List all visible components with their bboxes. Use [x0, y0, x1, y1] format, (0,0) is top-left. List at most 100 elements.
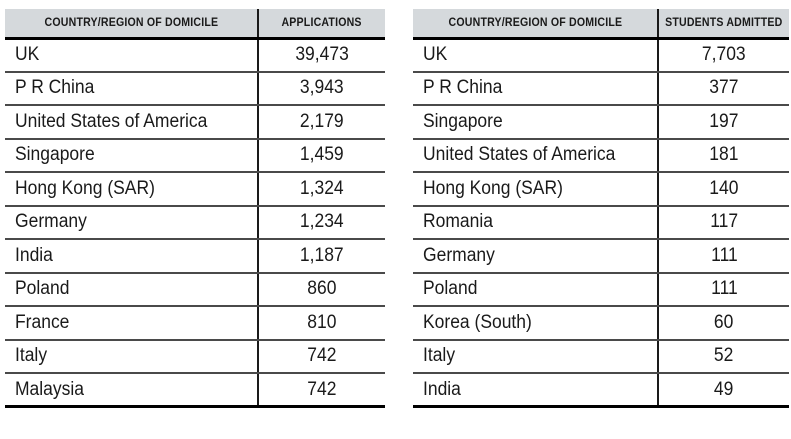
country-cell: Singapore	[5, 138, 258, 173]
country-label: Germany	[423, 244, 495, 266]
table-row: Poland 111	[413, 272, 789, 307]
country-cell: Poland	[413, 272, 658, 307]
country-label: P R China	[423, 77, 503, 99]
value-cell: 181	[657, 138, 789, 173]
table-row: United States of America 181	[413, 138, 789, 173]
table-row: Singapore 197	[413, 105, 789, 140]
value-cell: 197	[657, 105, 789, 140]
value-cell: 2,179	[257, 105, 385, 140]
country-label: India	[15, 244, 53, 266]
table-row: Malaysia 742	[5, 373, 385, 408]
table-row: India 1,187	[5, 239, 385, 274]
table-row: United States of America 2,179	[5, 105, 385, 140]
country-cell: Poland	[5, 272, 258, 307]
table-row: Hong Kong (SAR) 140	[413, 172, 789, 207]
table-row: Germany 1,234	[5, 205, 385, 240]
table-row: Germany 111	[413, 239, 789, 274]
country-cell: France	[5, 306, 258, 341]
value-label: 39,473	[295, 44, 349, 65]
country-cell: India	[413, 373, 658, 408]
country-label: Poland	[423, 278, 478, 300]
value-cell: 1,324	[257, 172, 385, 207]
value-cell: 117	[657, 205, 789, 240]
value-label: 377	[709, 77, 739, 99]
value-label: 7,703	[702, 44, 746, 65]
value-cell: 39,473	[257, 38, 385, 73]
column-header-country: COUNTRY/REGION OF DOMICILE	[5, 9, 258, 40]
country-cell: P R China	[413, 71, 658, 106]
country-cell: India	[5, 239, 258, 274]
value-label: 181	[709, 144, 739, 166]
value-label: 860	[307, 278, 337, 300]
value-label: 2,179	[300, 110, 344, 132]
value-label: 742	[307, 345, 337, 367]
country-cell: Romania	[413, 205, 658, 240]
country-label: P R China	[15, 77, 95, 99]
country-cell: UK	[5, 38, 258, 73]
country-label: Italy	[423, 345, 456, 367]
country-label: Poland	[15, 278, 70, 300]
value-cell: 377	[657, 71, 789, 106]
column-header-country: COUNTRY/REGION OF DOMICILE	[413, 9, 658, 40]
value-label: 3,943	[300, 77, 344, 99]
value-label: 52	[714, 345, 734, 367]
value-cell: 860	[257, 272, 385, 307]
table-row: Italy 52	[413, 339, 789, 374]
table-row: Korea (South) 60	[413, 306, 789, 341]
country-label: United States of America	[423, 144, 616, 166]
column-header-students-admitted-label: STUDENTS ADMITTED	[665, 16, 783, 29]
value-label: 1,459	[300, 144, 344, 166]
value-label: 111	[710, 244, 738, 266]
country-label: India	[423, 378, 461, 400]
value-label: 197	[709, 110, 739, 132]
value-cell: 49	[657, 373, 789, 408]
value-label: 111	[710, 278, 738, 300]
column-header-students-admitted: STUDENTS ADMITTED	[657, 9, 789, 40]
table-row: France 810	[5, 306, 385, 341]
country-label: Romania	[423, 211, 493, 233]
country-cell: Germany	[413, 239, 658, 274]
country-cell: Germany	[5, 205, 258, 240]
country-label: Hong Kong (SAR)	[423, 177, 563, 199]
country-cell: P R China	[5, 71, 258, 106]
table-row: Singapore 1,459	[5, 138, 385, 173]
header-row: COUNTRY/REGION OF DOMICILE STUDENTS ADMI…	[413, 9, 789, 40]
value-cell: 111	[657, 272, 789, 307]
value-cell: 742	[257, 373, 385, 408]
table-row: Romania 117	[413, 205, 789, 240]
table-row: Hong Kong (SAR) 1,324	[5, 172, 385, 207]
table-row: Poland 860	[5, 272, 385, 307]
value-label: 49	[714, 378, 734, 400]
country-label: Malaysia	[15, 378, 84, 400]
country-cell: Italy	[5, 339, 258, 374]
table-row: P R China 377	[413, 71, 789, 106]
column-header-country-label: COUNTRY/REGION OF DOMICILE	[448, 16, 622, 29]
column-header-country-label: COUNTRY/REGION OF DOMICILE	[44, 16, 218, 29]
column-header-applications-label: APPLICATIONS	[281, 16, 363, 29]
table-row: UK 7,703	[413, 38, 789, 73]
country-cell: Malaysia	[5, 373, 258, 408]
header-row: COUNTRY/REGION OF DOMICILE APPLICATIONS	[5, 9, 385, 40]
value-label: 60	[714, 311, 734, 333]
value-cell: 1,187	[257, 239, 385, 274]
country-cell: United States of America	[5, 105, 258, 140]
country-cell: Singapore	[413, 105, 658, 140]
country-label: Singapore	[423, 110, 503, 132]
value-label: 810	[307, 311, 337, 333]
value-label: 1,187	[300, 244, 344, 266]
value-cell: 810	[257, 306, 385, 341]
value-label: 1,324	[300, 177, 344, 199]
value-label: 742	[307, 378, 337, 400]
value-label: 140	[709, 177, 739, 199]
country-label: France	[15, 311, 70, 333]
value-cell: 1,459	[257, 138, 385, 173]
country-label: Germany	[15, 211, 87, 233]
students-admitted-table: COUNTRY/REGION OF DOMICILE STUDENTS ADMI…	[413, 9, 789, 408]
value-cell: 1,234	[257, 205, 385, 240]
country-label: UK	[15, 44, 40, 65]
value-label: 1,234	[300, 211, 344, 233]
country-cell: Hong Kong (SAR)	[5, 172, 258, 207]
country-label: Hong Kong (SAR)	[15, 177, 155, 199]
column-header-applications: APPLICATIONS	[257, 9, 385, 40]
applications-table: COUNTRY/REGION OF DOMICILE APPLICATIONS …	[5, 9, 385, 408]
